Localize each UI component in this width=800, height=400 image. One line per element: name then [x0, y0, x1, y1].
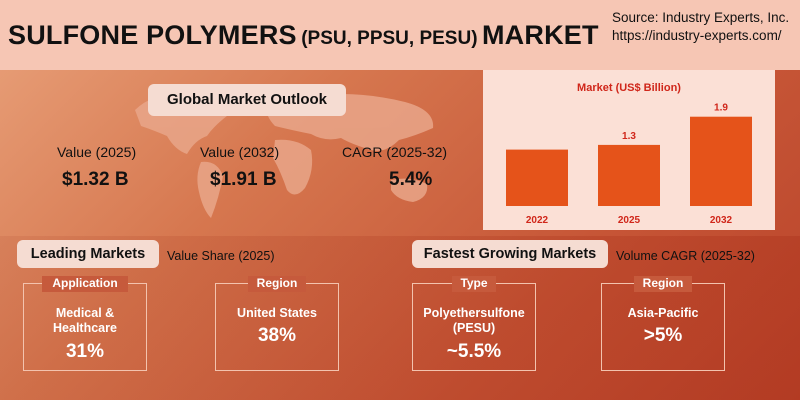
leading-markets-subtitle: Value Share (2025) [167, 249, 275, 263]
region-box-leading-text: United States [237, 306, 317, 320]
source-name: Source: Industry Experts, Inc. [612, 10, 790, 25]
chart-bar-2025 [598, 144, 660, 206]
type-box-value: ~5.5% [446, 341, 502, 362]
chart-bar-2022 [506, 149, 568, 206]
title-main: SULFONE POLYMERS [8, 20, 297, 50]
application-box-text: Medical & Healthcare [53, 306, 117, 335]
chart-data-label-2025: 1.3 [622, 131, 636, 142]
header-banner [0, 0, 800, 70]
metric-value-2032: $1.91 B [210, 169, 277, 190]
source-credit: Source: Industry Experts, Inc. https://i… [612, 9, 789, 45]
type-box-text: Polyethersulfone (PESU) [423, 306, 525, 335]
region-box-fastest-text: Asia-Pacific [627, 306, 699, 320]
chart-tick-label-2025: 2025 [618, 215, 641, 226]
application-box-head: Application [42, 276, 128, 292]
region-box-fastest-value: >5% [643, 325, 683, 346]
fastest-markets-subtitle: Volume CAGR (2025-32) [616, 249, 755, 263]
chart-tick-label-2032: 2032 [710, 215, 733, 226]
source-url[interactable]: https://industry-experts.com/ [612, 28, 782, 43]
market-bar-chart: Market (US$ Billion) 2022 1.3 2025 1.9 2032 [506, 82, 752, 226]
region-box-leading-value: 38% [257, 325, 297, 346]
metric-value-cagr: 5.4% [389, 169, 433, 190]
chart-tick-label-2022: 2022 [526, 215, 549, 226]
market-chart: Market (US$ Billion) 2022 1.3 2025 1.9 2032 [483, 70, 775, 230]
title-products: (PSU, PPSU, PESU) [301, 28, 478, 49]
region-box-fastest-head: Region [634, 276, 692, 292]
fastest-markets-title: Fastest Growing Markets [412, 240, 608, 268]
application-box-value: 31% [65, 341, 105, 362]
page-title: SULFONE POLYMERS (PSU, PPSU, PESU) MARKE… [8, 20, 599, 51]
metric-value-2025: $1.32 B [62, 169, 129, 190]
outlook-title: Global Market Outlook [148, 84, 346, 116]
metric-label-2032: Value (2032) [200, 144, 280, 160]
chart-data-label-2032: 1.9 [714, 103, 728, 114]
type-box-head: Type [452, 276, 496, 292]
metric-label-cagr: CAGR (2025-32) [342, 144, 448, 160]
region-box-leading-head: Region [248, 276, 306, 292]
chart-bar-2032 [690, 116, 752, 206]
metric-label-2025: Value (2025) [57, 144, 137, 160]
leading-markets-title: Leading Markets [17, 240, 159, 268]
title-market: MARKET [481, 20, 599, 50]
chart-title: Market (US$ Billion) [577, 82, 681, 94]
